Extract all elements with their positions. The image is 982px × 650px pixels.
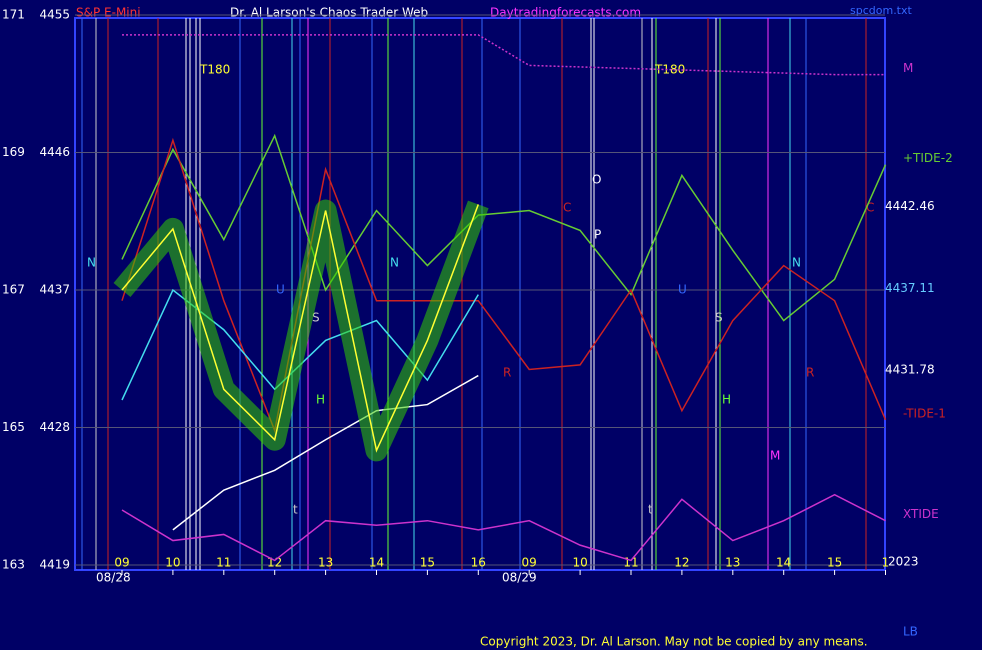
x-tick-label: 14 [776, 556, 791, 570]
x-tick-label: 09 [114, 556, 129, 570]
x-tick-label: 12 [674, 556, 689, 570]
annotation: U [678, 283, 687, 297]
y-tick-label: 4419 [39, 558, 70, 572]
annotation: R [806, 366, 814, 380]
price-label: 4431.78 [885, 362, 935, 376]
annotation: S [312, 311, 320, 325]
series-line [121, 204, 480, 453]
series-line [122, 34, 886, 76]
annotation: R [503, 366, 511, 380]
x-tick-label: 15 [827, 556, 842, 570]
price-label: 4437.11 [885, 281, 935, 295]
y2-tick-label: 167 [2, 283, 25, 297]
plot-frame [74, 17, 886, 571]
annotation: H [722, 393, 731, 407]
annotation: C [563, 201, 571, 215]
annotation: S [715, 311, 723, 325]
x-tick-label: 14 [369, 556, 384, 570]
y-tick-label: 4437 [39, 283, 70, 297]
y2-tick-label: 169 [2, 145, 25, 159]
x-tick-label: 1 [882, 556, 890, 570]
y2-tick-label: 163 [2, 558, 25, 572]
corner-label: LB [903, 625, 918, 639]
annotation: P [594, 228, 601, 242]
series-line [121, 493, 886, 562]
series-line [172, 374, 479, 531]
series-line [121, 133, 887, 322]
x-tick-label: 13 [318, 556, 333, 570]
annotation: t [293, 503, 298, 517]
annotation: N [390, 256, 399, 270]
chart-title: Dr. Al Larson's Chaos Trader Web [230, 6, 428, 20]
x-tick-label: 13 [725, 556, 740, 570]
annotation: H [316, 393, 325, 407]
series-line [121, 137, 887, 434]
x-tick-label: 09 [522, 556, 537, 570]
file-name: spcdom.txt [850, 4, 913, 17]
y2-tick-label: 171 [2, 8, 25, 22]
y-tick-label: 4428 [39, 420, 70, 434]
x-tick-label: 16 [471, 556, 486, 570]
legend-label: M [903, 61, 913, 75]
x-tick-label: 10 [165, 556, 180, 570]
y-tick-label: 4446 [39, 145, 70, 159]
x-tick-label: 10 [572, 556, 587, 570]
y-tick-label: 4455 [39, 8, 70, 22]
annotation: N [792, 256, 801, 270]
x-tick-label: 11 [623, 556, 638, 570]
date-label: 08/28 [96, 571, 131, 585]
legend-label: XTIDE [903, 507, 939, 521]
annotation: C [866, 201, 874, 215]
site: Daytradingforecasts.com [490, 6, 641, 20]
annotation: t [648, 503, 653, 517]
annotation: O [592, 173, 601, 187]
annotation: M [770, 449, 780, 463]
x-tick-label: 11 [216, 556, 231, 570]
annotation: U [276, 283, 285, 297]
x-tick-label: 15 [420, 556, 435, 570]
price-label: 4442.46 [885, 199, 935, 213]
y2-tick-label: 165 [2, 420, 25, 434]
year-label: 2023 [888, 555, 919, 569]
symbol: S&P E-Mini [76, 6, 141, 20]
legend-label: +TIDE-2 [903, 151, 953, 165]
date-label: 08/29 [502, 571, 537, 585]
annotation: T180 [199, 63, 230, 77]
copyright: Copyright 2023, Dr. Al Larson. May not b… [480, 635, 868, 649]
legend-label: -TIDE-1 [903, 406, 946, 420]
annotation: N [87, 256, 96, 270]
